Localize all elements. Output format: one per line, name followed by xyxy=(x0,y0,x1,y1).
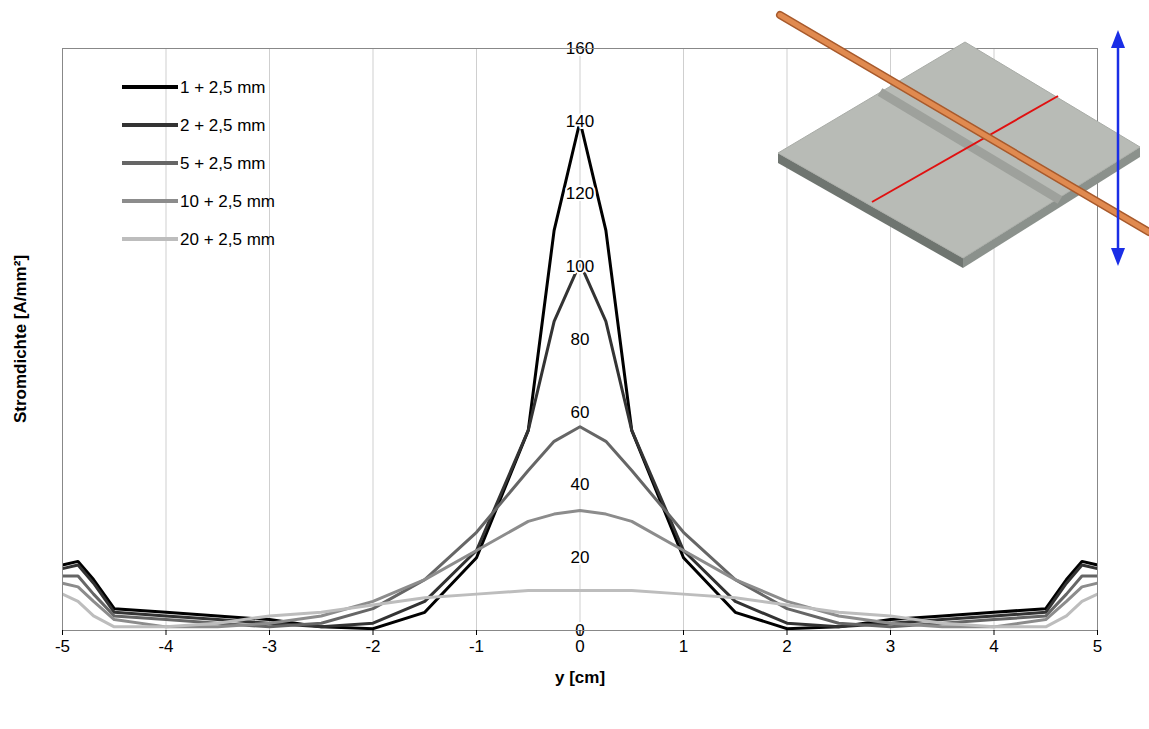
svg-text:80: 80 xyxy=(571,330,590,349)
svg-text:-4: -4 xyxy=(158,637,173,656)
svg-text:160: 160 xyxy=(565,38,595,58)
svg-text:5 + 2,5 mm: 5 + 2,5 mm xyxy=(180,154,266,173)
svg-text:20 + 2,5 mm: 20 + 2,5 mm xyxy=(180,230,275,249)
svg-text:140: 140 xyxy=(566,112,594,131)
svg-text:-3: -3 xyxy=(262,637,277,656)
svg-text:2: 2 xyxy=(782,637,791,656)
svg-text:-2: -2 xyxy=(365,637,380,656)
svg-text:-1: -1 xyxy=(469,637,484,656)
svg-text:-5: -5 xyxy=(55,637,70,656)
svg-text:1 + 2,5 mm: 1 + 2,5 mm xyxy=(180,78,266,97)
svg-text:2 + 2,5 mm: 2 + 2,5 mm xyxy=(180,116,266,135)
svg-text:y [cm]: y [cm] xyxy=(555,668,605,687)
svg-text:0: 0 xyxy=(575,637,584,656)
svg-text:120: 120 xyxy=(566,184,594,203)
svg-text:40: 40 xyxy=(571,475,590,494)
svg-text:20: 20 xyxy=(571,548,590,567)
svg-text:5: 5 xyxy=(1093,637,1102,656)
svg-text:1: 1 xyxy=(679,637,688,656)
svg-text:10 + 2,5 mm: 10 + 2,5 mm xyxy=(180,192,275,211)
svg-text:Stromdichte [A/mm²]: Stromdichte [A/mm²] xyxy=(11,255,30,423)
svg-text:100: 100 xyxy=(566,257,594,276)
svg-text:60: 60 xyxy=(571,403,590,422)
svg-text:4: 4 xyxy=(989,637,998,656)
svg-text:3: 3 xyxy=(886,637,895,656)
